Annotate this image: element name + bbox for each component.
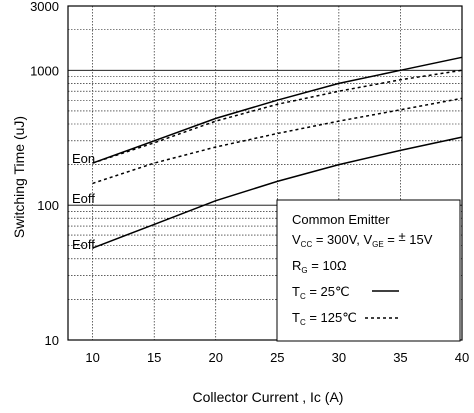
- legend-line-tc25: TC = 25℃: [292, 284, 350, 301]
- y-tick-label: 3000: [30, 0, 59, 14]
- x-axis-title: Collector Current , Ic (A): [193, 389, 344, 405]
- x-tick-label: 25: [270, 350, 284, 365]
- y-tick-label: 10: [45, 333, 59, 348]
- series-line-eon-25: [92, 56, 463, 164]
- x-tick-label: 35: [393, 350, 407, 365]
- legend-line-rg: RG = 10Ω: [292, 258, 347, 275]
- legend-line-bias: VCC = 300V, VGE = ± 15V: [292, 229, 433, 249]
- y-tick-label: 1000: [30, 63, 59, 78]
- series-line-eon-125: [92, 69, 463, 164]
- curve-label-eoff-125: Eoff: [72, 191, 95, 206]
- x-tick-label: 30: [332, 350, 346, 365]
- y-tick-label: 100: [37, 198, 59, 213]
- legend-box: [276, 199, 461, 342]
- y-axis-title: Switching Time (uJ): [11, 116, 27, 238]
- x-tick-label: 40: [455, 350, 469, 365]
- axes-layer: [67, 5, 463, 341]
- x-tick-label: 10: [85, 350, 99, 365]
- curve-label-eon: Eon: [72, 151, 95, 166]
- legend: Common Emitter VCC = 300V, VGE = ± 15V R…: [276, 199, 461, 342]
- ticks-layer: 10 15 20 25 30 35 40 10 100 1000 3000: [30, 0, 469, 365]
- legend-line-tc125: TC = 125℃: [292, 310, 357, 327]
- series-layer: [92, 56, 463, 249]
- curve-label-eoff-25: Eoff: [72, 237, 95, 252]
- x-tick-label: 20: [209, 350, 223, 365]
- legend-title: Common Emitter: [292, 212, 390, 227]
- x-tick-label: 15: [147, 350, 161, 365]
- plot-frame: [67, 5, 463, 341]
- series-line-eoff-25: [92, 136, 463, 249]
